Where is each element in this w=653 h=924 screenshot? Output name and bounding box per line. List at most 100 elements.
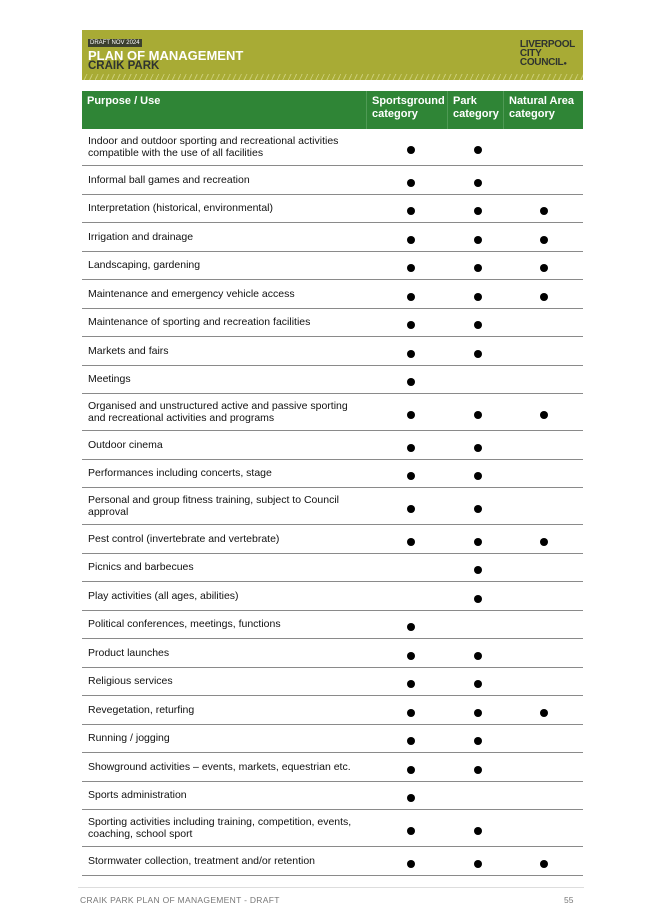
purpose-label: Irrigation and drainage <box>88 230 194 243</box>
purpose-label: Running / jogging <box>88 732 170 745</box>
purpose-label: Landscaping, gardening <box>88 259 201 272</box>
table-row: Markets and fairs <box>82 337 583 366</box>
bullet-icon <box>473 859 482 868</box>
bullet-icon <box>473 264 482 273</box>
sportsground-cell <box>371 405 450 419</box>
table-row: Political conferences, meetings, functio… <box>82 611 583 639</box>
table-row: Sports administration <box>82 782 583 810</box>
bullet-icon <box>406 264 415 273</box>
bullet-icon <box>539 264 548 273</box>
table-row: Revegetation, returfing <box>82 696 583 725</box>
park-cell <box>450 201 505 216</box>
draft-badge: DRAFT NOV 2024 <box>88 39 142 47</box>
bullet-icon <box>406 859 415 868</box>
park-cell <box>450 646 505 660</box>
natural-area-cell <box>505 230 583 244</box>
bullet-icon <box>539 708 548 717</box>
natural-area-cell <box>505 532 583 546</box>
bullet-icon <box>473 737 482 746</box>
bullet-icon <box>406 411 415 419</box>
bullet-icon <box>473 680 482 689</box>
document-title: PLAN OF MANAGEMENT <box>88 48 244 63</box>
bullet-icon <box>406 207 415 216</box>
bullet-icon <box>406 349 415 358</box>
sportsground-cell <box>371 201 450 216</box>
sportsground-cell <box>371 315 450 330</box>
purpose-label: Revegetation, returfing <box>88 703 195 716</box>
table-row: Maintenance and emergency vehicle access <box>82 280 583 309</box>
bullet-icon <box>406 292 415 301</box>
table-row: Landscaping, gardening <box>82 252 583 280</box>
purpose-label: Outdoor cinema <box>88 438 163 451</box>
bullet-icon <box>406 827 415 835</box>
sportsground-cell <box>371 788 450 803</box>
bullet-icon <box>539 411 548 419</box>
natural-area-cell <box>505 405 583 419</box>
bullet-icon <box>473 827 482 835</box>
council-logo: LIVERPOOL CITY COUNCIL● <box>519 39 575 68</box>
park-cell <box>450 315 505 330</box>
sportsground-cell <box>371 258 450 273</box>
bullet-icon <box>473 651 482 660</box>
footer-text: CRAIK PARK PLAN OF MANAGEMENT - DRAFT <box>80 895 280 905</box>
bullet-icon <box>473 472 482 481</box>
purpose-label: Meetings <box>88 373 131 386</box>
sportsground-cell <box>371 466 450 481</box>
bullet-icon <box>539 235 548 244</box>
purpose-label: Organised and unstructured active and pa… <box>88 400 348 424</box>
table-row: Personal and group fitness training, sub… <box>82 488 583 525</box>
bullet-icon <box>473 292 482 301</box>
natural-area-cell <box>505 201 583 216</box>
table-row: Sporting activities including training, … <box>82 810 583 847</box>
table-row: Meetings <box>82 366 583 394</box>
sportsground-cell <box>371 617 450 632</box>
sportsground-cell <box>371 854 450 868</box>
bullet-icon <box>473 765 482 774</box>
park-cell <box>450 821 505 835</box>
purpose-label: Performances including concerts, stage <box>88 467 272 480</box>
table-row: Stormwater collection, treatment and/or … <box>82 847 583 876</box>
park-cell <box>450 140 505 154</box>
header-park: Park category <box>447 91 503 129</box>
purpose-label: Stormwater collection, treatment and/or … <box>88 854 316 867</box>
park-cell <box>450 258 505 273</box>
table-row: Picnics and barbecues <box>82 554 583 582</box>
purpose-label: Markets and fairs <box>88 344 169 357</box>
bullet-icon <box>473 178 482 187</box>
park-cell <box>450 466 505 481</box>
bullet-icon <box>473 443 482 452</box>
bullet-icon <box>473 708 482 717</box>
header-natural-area: Natural Area category <box>503 91 583 129</box>
table-row: Showground activities – events, markets,… <box>82 753 583 782</box>
bullet-icon <box>473 349 482 358</box>
document-subtitle: CRAIK PARK <box>88 60 160 72</box>
page-number: 55 <box>564 895 574 905</box>
table-row: Organised and unstructured active and pa… <box>82 394 583 431</box>
bullet-icon <box>406 378 415 387</box>
footer-divider <box>78 887 584 888</box>
park-cell <box>450 560 505 575</box>
park-cell <box>450 532 505 546</box>
bullet-icon <box>473 207 482 216</box>
park-cell <box>450 703 505 717</box>
park-cell <box>450 674 505 689</box>
bullet-icon <box>406 737 415 746</box>
bullet-icon <box>473 146 482 154</box>
bullet-icon <box>406 537 415 546</box>
bullet-icon <box>406 765 415 774</box>
table-row: Indoor and outdoor sporting and recreati… <box>82 129 583 166</box>
bullet-icon <box>539 537 548 546</box>
bullet-icon <box>473 411 482 419</box>
natural-area-cell <box>505 258 583 273</box>
purpose-label: Religious services <box>88 675 173 688</box>
park-cell <box>450 344 505 358</box>
purpose-label: Interpretation (historical, environmenta… <box>88 202 274 215</box>
purpose-label: Play activities (all ages, abilities) <box>88 589 239 602</box>
natural-area-cell <box>505 703 583 717</box>
bullet-icon <box>406 505 415 513</box>
header-banner: DRAFT NOV 2024 PLAN OF MANAGEMENT CRAIK … <box>82 30 583 80</box>
purpose-label: Maintenance of sporting and recreation f… <box>88 316 311 329</box>
table-row: Product launches <box>82 639 583 668</box>
table-row: Maintenance of sporting and recreation f… <box>82 309 583 337</box>
park-cell <box>450 173 505 187</box>
